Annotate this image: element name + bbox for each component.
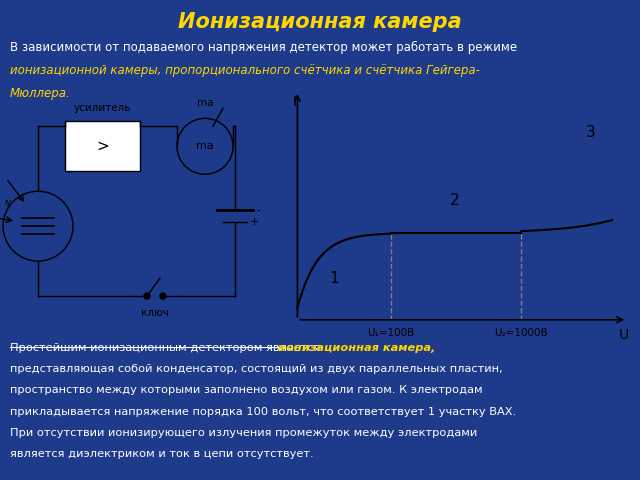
Text: пространство между которыми заполнено воздухом или газом. К электродам: пространство между которыми заполнено во… <box>10 385 482 396</box>
Text: В зависимости от подаваемого напряжения детектор может работать в режиме: В зависимости от подаваемого напряжения … <box>10 41 516 54</box>
Text: прикладывается напряжение порядка 100 вольт, что соответствует 1 участку ВАХ.: прикладывается напряжение порядка 100 во… <box>10 407 516 417</box>
Text: >: > <box>96 139 109 154</box>
Text: ma: ma <box>196 98 213 108</box>
Text: 2: 2 <box>450 193 460 208</box>
Text: ключ: ключ <box>141 308 169 318</box>
Text: 3: 3 <box>586 125 596 140</box>
Text: Ионизационная камера: Ионизационная камера <box>178 12 462 32</box>
Text: U₂=1000В: U₂=1000В <box>495 328 548 338</box>
Text: I: I <box>292 95 296 108</box>
Text: ионизационная камера,: ионизационная камера, <box>278 343 436 353</box>
Text: -: - <box>256 205 260 215</box>
Text: При отсутствии ионизирующего излучения промежуток между электродами: При отсутствии ионизирующего излучения п… <box>10 428 477 438</box>
Text: является диэлектриком и ток в цепи отсутствует.: является диэлектриком и ток в цепи отсут… <box>10 449 313 459</box>
Bar <box>65 121 140 171</box>
Circle shape <box>160 293 166 299</box>
Text: представляющая собой конденсатор, состоящий из двух параллельных пластин,: представляющая собой конденсатор, состоя… <box>10 364 502 374</box>
Text: 1: 1 <box>329 271 339 286</box>
Text: iy: iy <box>4 198 12 207</box>
Text: ионизационной камеры, пропорционального счётчика и счётчика Гейгера-: ионизационной камеры, пропорционального … <box>10 64 479 77</box>
Text: U₁=100В: U₁=100В <box>367 328 415 338</box>
Text: Мюллера.: Мюллера. <box>10 87 70 100</box>
Text: Простейшим ионизационным детектором является: Простейшим ионизационным детектором явля… <box>10 343 324 353</box>
Text: ma: ma <box>196 141 214 151</box>
Text: усилитель: усилитель <box>74 103 131 113</box>
Text: +: + <box>250 217 259 227</box>
Circle shape <box>144 293 150 299</box>
Text: U: U <box>619 328 629 342</box>
